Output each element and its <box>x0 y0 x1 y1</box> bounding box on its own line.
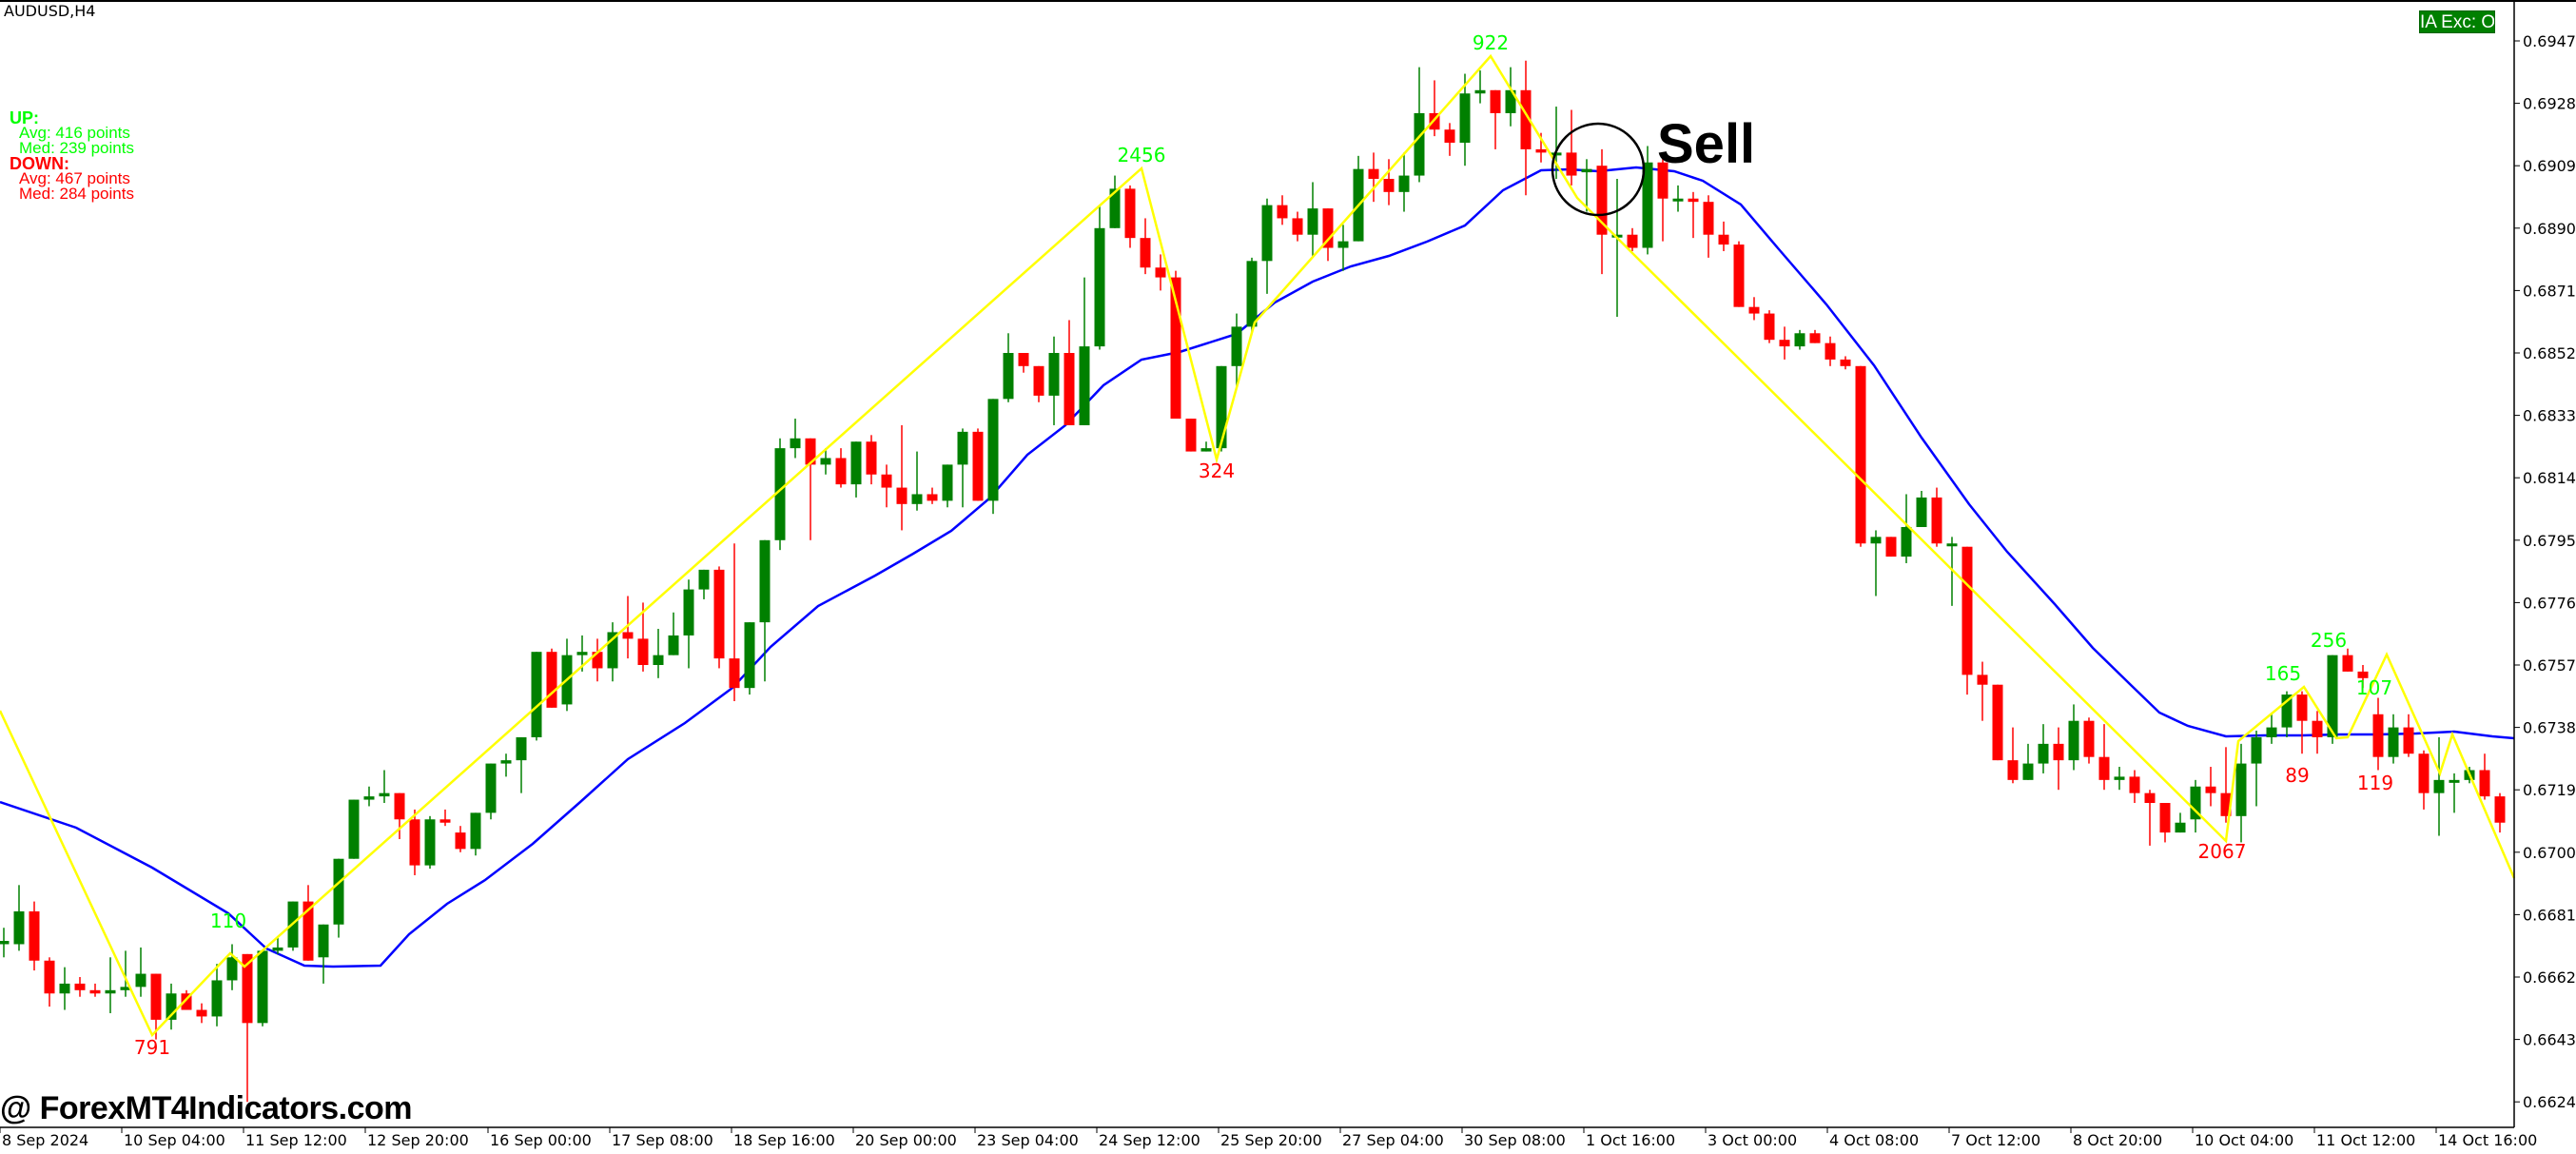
time-tick-label: 1 Oct 16:00 <box>1586 1131 1675 1149</box>
up-med: Med: 239 points <box>19 139 134 157</box>
zigzag-label: 119 <box>2357 772 2393 794</box>
time-tick-label: 30 Sep 08:00 <box>1464 1131 1566 1149</box>
zigzag-stats-panel: UP: Avg: 416 points Med: 239 points DOWN… <box>10 108 134 203</box>
time-tick-label: 24 Sep 12:00 <box>1099 1131 1200 1149</box>
zigzag-label: 89 <box>2285 764 2309 787</box>
zigzag-label: 324 <box>1199 460 1235 482</box>
time-tick-label: 17 Sep 08:00 <box>612 1131 713 1149</box>
time-tick-label: 18 Sep 16:00 <box>733 1131 835 1149</box>
time-tick-label: 20 Sep 00:00 <box>855 1131 957 1149</box>
watermark: @ ForexMT4Indicators.com <box>0 1090 413 1126</box>
up-avg: Avg: 416 points <box>19 124 130 142</box>
symbol-timeframe-label: AUDUSD,H4 <box>4 2 96 20</box>
time-tick-label: 8 Oct 20:00 <box>2073 1131 2162 1149</box>
time-tick-label: 7 Oct 12:00 <box>1951 1131 2040 1149</box>
time-tick-label: 8 Sep 2024 <box>2 1131 88 1149</box>
time-tick-label: 12 Sep 20:00 <box>367 1131 469 1149</box>
time-tick-label: 3 Oct 00:00 <box>1708 1131 1797 1149</box>
zigzag-label: 2067 <box>2198 840 2247 863</box>
zigzag-labels: 791 110 2456 324 922 2067 165 89 256 107 119 <box>134 31 2393 1059</box>
time-tick-label: 27 Sep 04:00 <box>1342 1131 1444 1149</box>
down-avg: Avg: 467 points <box>19 169 130 187</box>
down-med: Med: 284 points <box>19 185 134 203</box>
time-tick-label: 25 Sep 20:00 <box>1220 1131 1322 1149</box>
time-tick-label: 11 Oct 12:00 <box>2316 1131 2415 1149</box>
price-tick-label: 0.66240 <box>2523 1093 2576 1111</box>
zigzag-label: 791 <box>134 1036 170 1059</box>
time-tick-label: 23 Sep 04:00 <box>977 1131 1079 1149</box>
time-tick-label: 14 Oct 16:00 <box>2438 1131 2537 1149</box>
zigzag-label: 107 <box>2356 676 2392 699</box>
axes <box>0 0 2576 1128</box>
time-tick-label: 11 Sep 12:00 <box>245 1131 347 1149</box>
time-tick-label: 10 Sep 04:00 <box>124 1131 225 1149</box>
zigzag-label: 110 <box>210 910 246 932</box>
zigzag-line <box>0 53 2516 1038</box>
time-tick-label: 4 Oct 08:00 <box>1829 1131 1919 1149</box>
time-tick-label: 10 Oct 04:00 <box>2195 1131 2293 1149</box>
zigzag-label: 2456 <box>1118 144 1166 166</box>
moving-average-line <box>0 166 2515 968</box>
time-tick-label: 16 Sep 00:00 <box>490 1131 592 1149</box>
candlesticks <box>0 60 2506 1103</box>
zigzag-label: 165 <box>2265 662 2301 685</box>
time-axis[interactable]: 8 Sep 2024 10 Sep 04:00 11 Sep 12:00 12 Sep… <box>0 1127 2537 1149</box>
zigzag-label: 256 <box>2311 629 2347 652</box>
sell-annotation: Sell <box>1657 113 1756 175</box>
zigzag-label: 922 <box>1473 31 1509 54</box>
expert-status-badge[interactable]: IA Exc: OI <box>2419 10 2495 33</box>
down-header: DOWN: <box>10 154 69 173</box>
sell-signal-circle <box>1551 122 1646 217</box>
up-header: UP: <box>10 108 39 127</box>
